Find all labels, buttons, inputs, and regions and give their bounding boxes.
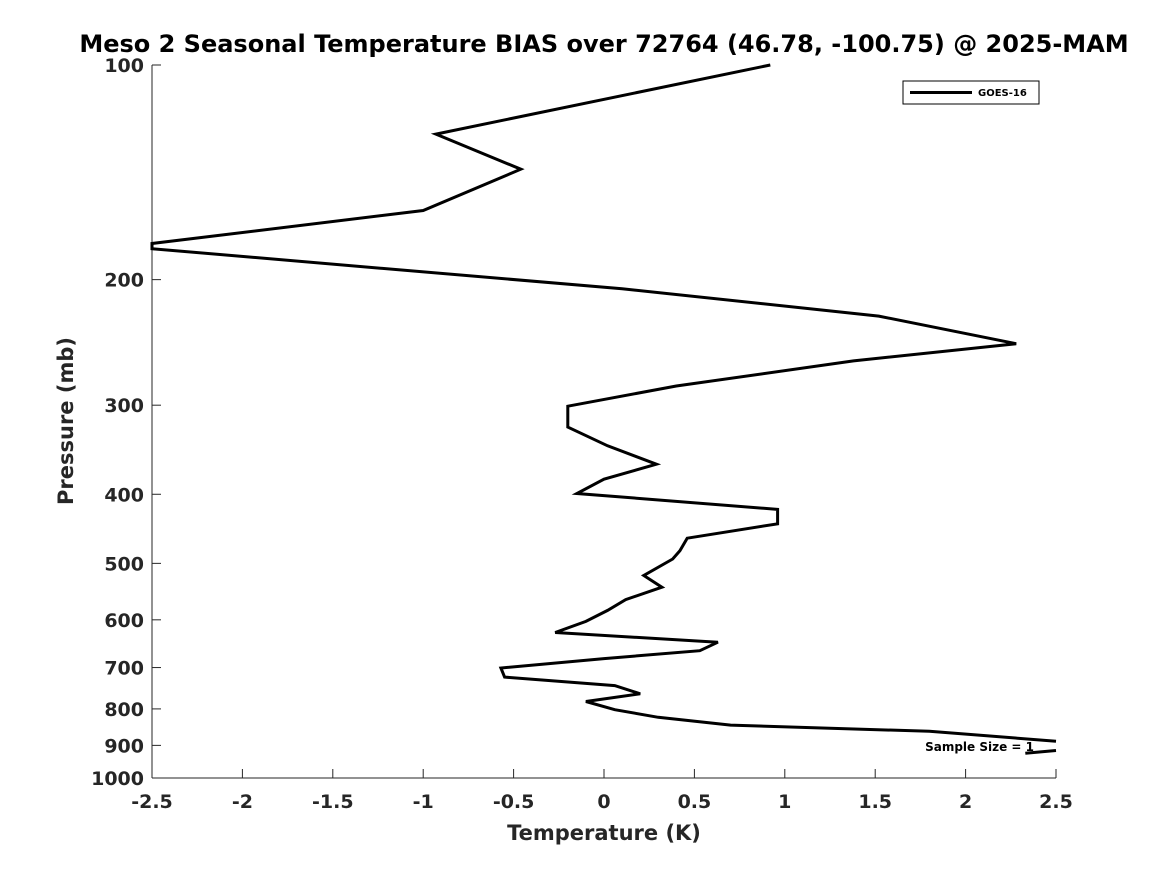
y-tick-label: 800 bbox=[104, 699, 144, 721]
x-tick-label: 1 bbox=[778, 791, 791, 813]
chart-title: Meso 2 Seasonal Temperature BIAS over 72… bbox=[79, 30, 1128, 58]
sample-size-annotation: Sample Size = 1 bbox=[925, 740, 1034, 754]
plot-area bbox=[151, 65, 1056, 779]
x-tick-label: 2.5 bbox=[1039, 791, 1073, 813]
y-tick-label: 200 bbox=[104, 270, 144, 292]
series-line-segment bbox=[1025, 749, 1057, 755]
x-tick-label: -0.5 bbox=[493, 791, 535, 813]
x-tick-label: -2 bbox=[232, 791, 253, 813]
x-axis-label: Temperature (K) bbox=[507, 821, 701, 845]
x-tick-label: 1.5 bbox=[858, 791, 892, 813]
y-tick-label: 400 bbox=[104, 484, 144, 506]
legend-label: GOES-16 bbox=[978, 88, 1027, 99]
axis-ticks: -2.5 -2 -1.5 -1 -0.5 0 0.5 1 1.5 2 2.5 100 200 300 400… bbox=[91, 55, 1073, 813]
legend: GOES-16 bbox=[902, 80, 1040, 105]
y-tick-label: 700 bbox=[104, 658, 144, 680]
y-tick-label: 500 bbox=[104, 553, 144, 575]
series-line-goes-16 bbox=[150, 63, 1057, 743]
x-tick-label: -1 bbox=[413, 791, 434, 813]
y-tick-label: 100 bbox=[104, 55, 144, 77]
x-tick-label: -2.5 bbox=[131, 791, 173, 813]
y-tick-label: 1000 bbox=[91, 768, 144, 790]
x-tick-label: 0 bbox=[597, 791, 610, 813]
x-tick-label: 0.5 bbox=[678, 791, 712, 813]
x-tick-label: -1.5 bbox=[312, 791, 354, 813]
series-lines bbox=[150, 63, 1057, 755]
x-tick-label: 2 bbox=[959, 791, 972, 813]
y-axis-label: Pressure (mb) bbox=[54, 337, 78, 505]
y-tick-label: 600 bbox=[104, 610, 144, 632]
y-tick-label: 900 bbox=[104, 735, 144, 757]
y-tick-label: 300 bbox=[104, 395, 144, 417]
